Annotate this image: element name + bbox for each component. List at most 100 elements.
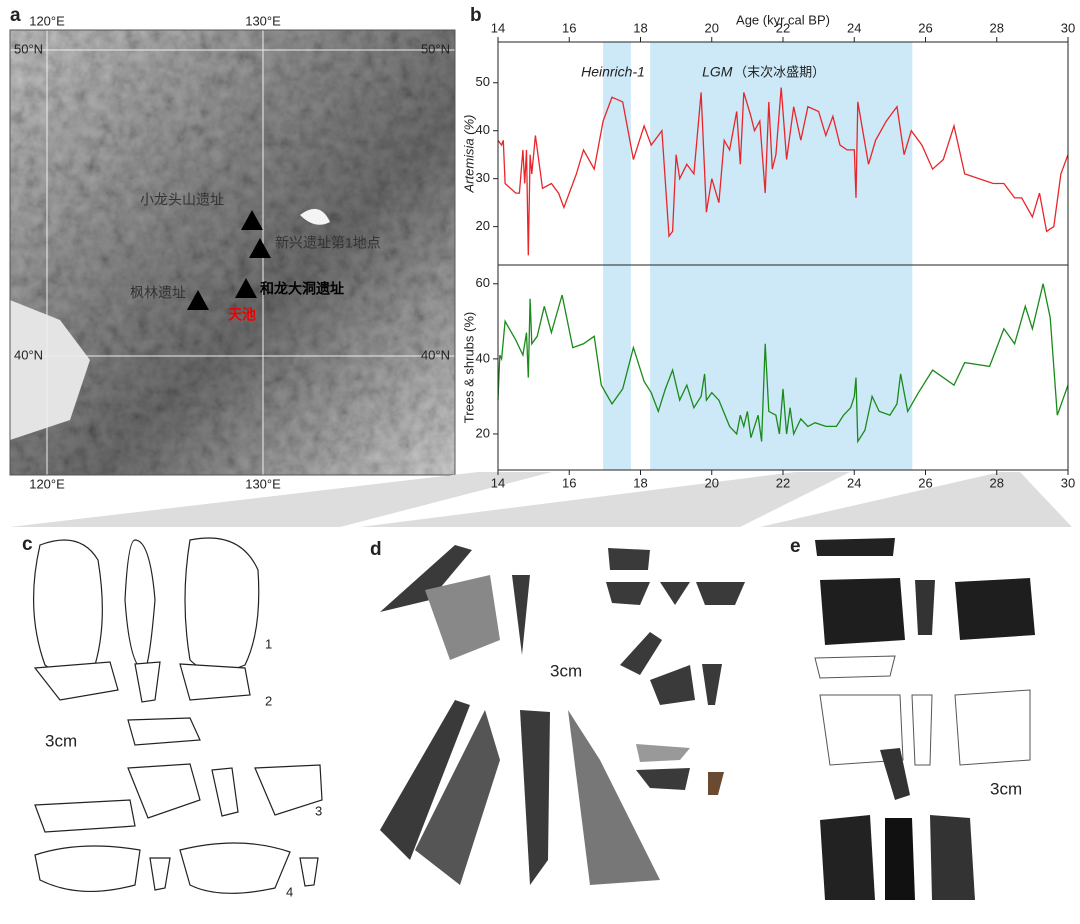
artifact (650, 665, 695, 705)
artifact (211, 767, 239, 817)
scale-label: 3cm (550, 661, 582, 680)
artifact (33, 661, 119, 701)
artifact (127, 717, 201, 746)
x-tick-label: 22 (776, 475, 790, 490)
artifact (814, 655, 896, 679)
x-tick-label: 24 (847, 475, 861, 490)
artifact (179, 842, 291, 894)
artifact (415, 710, 500, 885)
artifact (815, 538, 895, 556)
lon-label: 130°E (245, 476, 281, 491)
x-tick-label: 26 (918, 20, 932, 35)
artifact (134, 661, 161, 703)
scale-label: 3cm (45, 731, 77, 750)
panel-label: b (470, 5, 482, 26)
panel-label: d (370, 539, 382, 560)
x-tick-label: 30 (1061, 20, 1075, 35)
x-tick-label: 28 (990, 475, 1004, 490)
artifact-number: 1 (265, 636, 272, 651)
artifact (820, 578, 905, 645)
x-tick-label: 24 (847, 20, 861, 35)
artifact-photos-e (814, 538, 1035, 900)
x-tick-label: 18 (633, 20, 647, 35)
artifact (885, 818, 915, 900)
panel-label: a (10, 5, 21, 26)
x-tick-label: 14 (491, 20, 505, 35)
highlight-label: Heinrich-1 (581, 64, 645, 80)
panel-label: c (22, 534, 33, 555)
artifact (915, 580, 935, 635)
highlight-band (650, 42, 913, 470)
artifact (636, 768, 690, 790)
artifact (184, 537, 260, 672)
x-tick-label: 30 (1061, 475, 1075, 490)
artifact (380, 700, 470, 860)
y-tick-label: 60 (476, 275, 490, 290)
artifact (820, 815, 875, 900)
connector (760, 472, 1072, 527)
artifact (880, 748, 910, 800)
artifact (955, 578, 1035, 640)
data-line (497, 87, 1069, 256)
artifact (930, 815, 975, 900)
highlight-label: LGM (702, 64, 733, 80)
y-axis-label: Artemisia (%) (461, 114, 476, 193)
terrain (10, 30, 455, 475)
artifact (380, 545, 472, 612)
artifact-number: 2 (265, 693, 272, 708)
x-tick-label: 28 (990, 20, 1004, 35)
artifact (34, 799, 136, 833)
artifact (32, 539, 103, 676)
artifact (568, 710, 660, 885)
lat-label: 40°N (421, 347, 450, 362)
y-tick-label: 30 (476, 170, 490, 185)
site-label: 新兴遗址第1地点 (275, 235, 381, 251)
connector (360, 472, 850, 527)
artifact (124, 539, 156, 671)
data-line (497, 283, 1069, 444)
y-axis-label: Trees & shrubs (%) (461, 312, 476, 424)
sea (10, 300, 90, 440)
artifact (620, 632, 662, 675)
artifact-photos-d (380, 545, 745, 885)
lat-label: 50°N (421, 41, 450, 56)
artifact (819, 694, 904, 766)
artifact (179, 663, 251, 701)
y-tick-label: 40 (476, 350, 490, 365)
x-tick-label: 16 (562, 475, 576, 490)
artifact (425, 575, 500, 660)
highlight-band (603, 42, 631, 470)
lon-label: 130°E (245, 13, 281, 28)
artifact (696, 582, 745, 605)
artifact (702, 664, 722, 705)
panel-label: e (790, 536, 801, 557)
artifact (34, 845, 141, 892)
lat-label: 40°N (14, 347, 43, 362)
artifact (127, 763, 201, 819)
artifact-number: 4 (286, 884, 293, 899)
x-tick-label: 22 (776, 20, 790, 35)
site-marker (187, 290, 209, 310)
artifact (660, 582, 690, 605)
lake (300, 208, 330, 225)
artifact (606, 582, 650, 605)
artifact (911, 694, 933, 766)
artifact (636, 744, 690, 762)
x-tick-label: 14 (491, 475, 505, 490)
artifact-number: 3 (315, 803, 322, 818)
artifact (149, 857, 171, 891)
site-marker (235, 278, 257, 298)
x-tick-label: 18 (633, 475, 647, 490)
artifact (608, 548, 650, 570)
x-tick-label: 20 (705, 475, 719, 490)
y-tick-label: 20 (476, 218, 490, 233)
y-tick-label: 50 (476, 74, 490, 89)
artifact-drawings-c (32, 537, 323, 894)
x-tick-label: 20 (705, 20, 719, 35)
site-label: 天池 (228, 307, 256, 323)
lon-label: 120°E (29, 476, 65, 491)
lon-label: 120°E (29, 13, 65, 28)
chart-layer: 20 30 40 50 Artemisia (%) 14 16 18 20 22 24 26 28 30 A… (461, 12, 1075, 490)
site-label: 枫林遗址 (130, 285, 186, 301)
